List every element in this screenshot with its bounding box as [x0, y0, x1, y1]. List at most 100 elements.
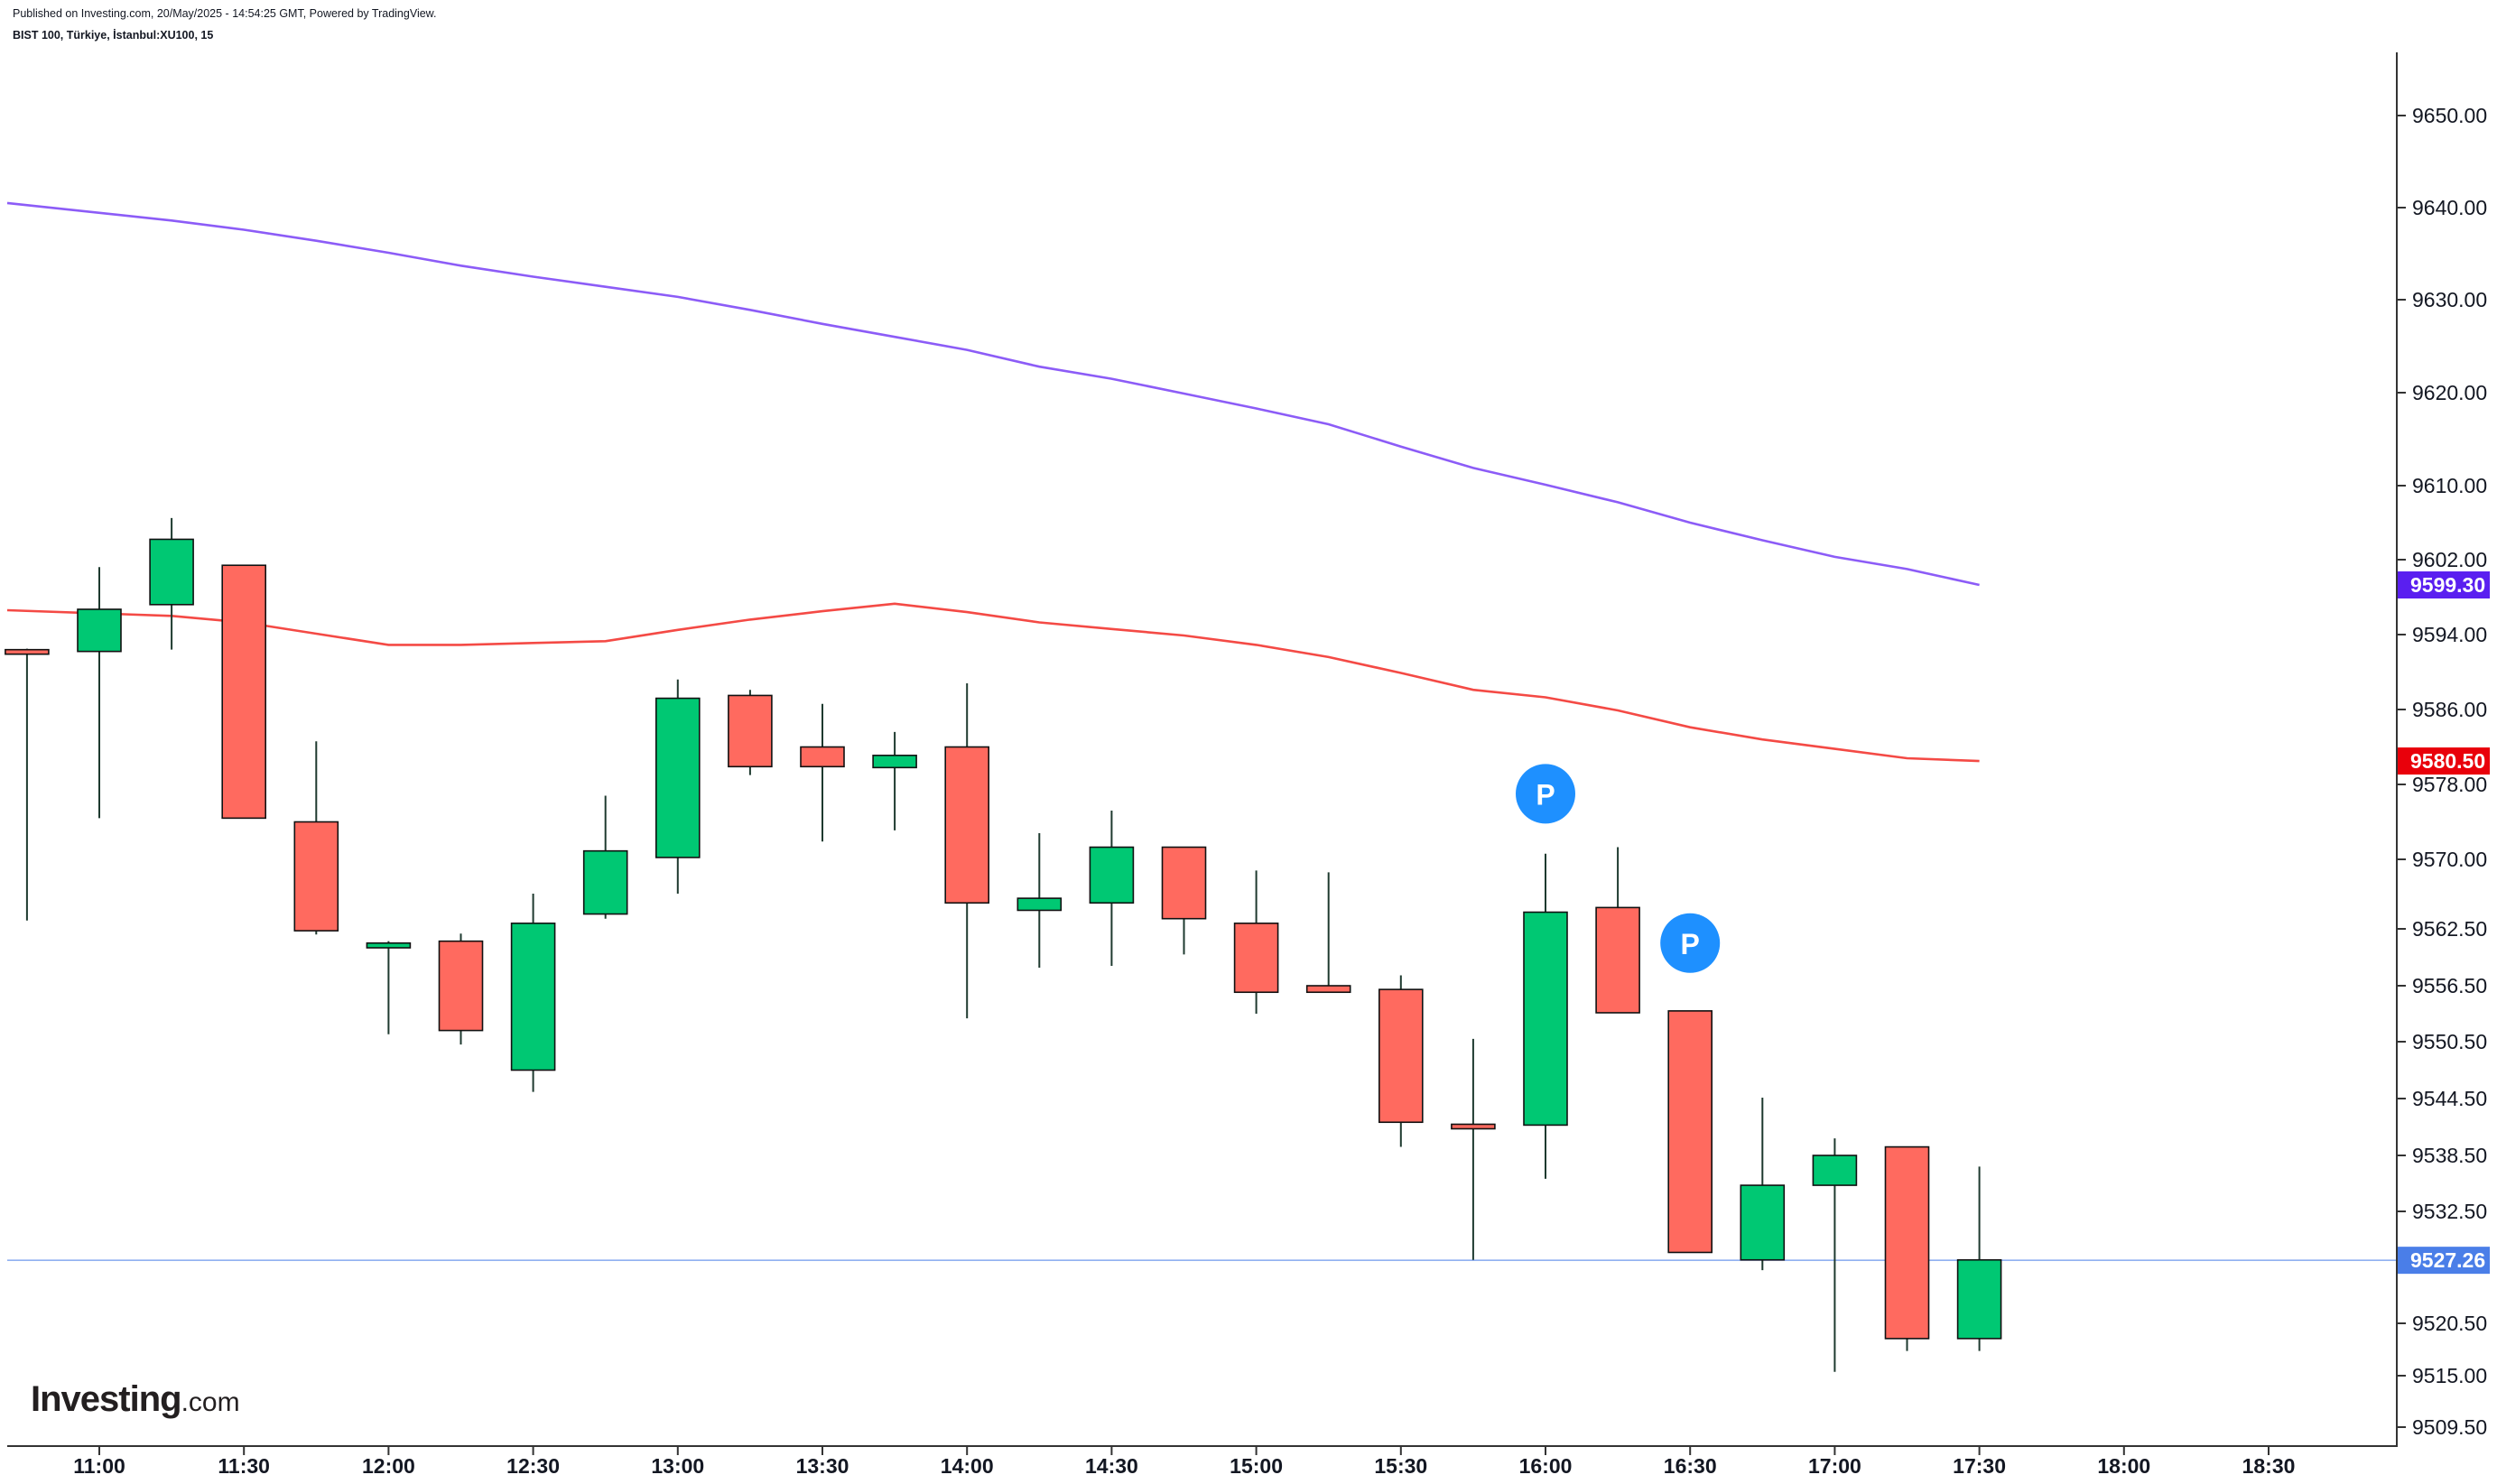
candle-body-down [728, 694, 773, 768]
marker-circle [1660, 913, 1721, 973]
x-tick-label: 15:00 [1230, 1454, 1283, 1478]
candle-body-down [1161, 846, 1207, 920]
candle-body-up [582, 849, 628, 915]
candle-body-up [1523, 911, 1568, 1127]
candle-body-down [1595, 906, 1640, 1014]
x-tick-label: 11:00 [73, 1454, 125, 1478]
candle-body-down [1233, 923, 1279, 994]
candle-body-up [654, 697, 701, 858]
y-tick-label: 9570.00 [2412, 848, 2487, 871]
price-label-text: 9580.50 [2410, 749, 2485, 773]
candle[interactable] [1451, 1038, 1496, 1260]
candle[interactable] [1884, 1145, 1930, 1351]
y-tick-label: 9532.50 [2412, 1200, 2487, 1223]
published-note: Published on Investing.com, 20/May/2025 … [13, 7, 437, 20]
candle[interactable] [5, 648, 50, 921]
candle[interactable] [1089, 811, 1135, 966]
candle-body-down [944, 746, 989, 904]
x-tick-label: 13:30 [796, 1454, 849, 1478]
price-label: 9599.30 [2398, 571, 2490, 599]
y-tick-label: 9515.00 [2412, 1364, 2487, 1387]
candle[interactable] [366, 941, 412, 1034]
y-tick-label: 9562.50 [2412, 917, 2487, 941]
marker-p[interactable]: P [1516, 764, 1575, 824]
candle[interactable] [77, 567, 122, 819]
x-tick-label: 17:00 [1808, 1454, 1861, 1478]
candle[interactable] [438, 933, 484, 1045]
candle-body-up [1812, 1155, 1858, 1186]
candle[interactable] [149, 517, 194, 650]
candle[interactable] [510, 893, 556, 1092]
candle[interactable] [1667, 1010, 1713, 1254]
candle[interactable] [654, 679, 701, 894]
candle-body-up [510, 923, 556, 1071]
price-label-box [2398, 571, 2490, 599]
candle[interactable] [1740, 1097, 1786, 1271]
y-tick-label: 9594.00 [2412, 623, 2487, 646]
candle[interactable] [1016, 832, 1063, 969]
candle-body-up [1740, 1184, 1786, 1261]
candle-body-down [1378, 988, 1424, 1124]
x-tick-label: 12:30 [506, 1454, 560, 1478]
price-label-box [2398, 747, 2490, 775]
x-tick-label: 14:30 [1085, 1454, 1138, 1478]
candle[interactable] [1305, 872, 1351, 994]
candle-body-up [1016, 897, 1063, 912]
candle[interactable] [221, 564, 266, 820]
y-tick-label: 9509.50 [2412, 1415, 2487, 1439]
candle-body-down [293, 821, 339, 932]
price-label-box [2398, 1247, 2490, 1275]
x-tick-label: 16:30 [1664, 1454, 1717, 1478]
marker-p[interactable]: P [1660, 913, 1721, 973]
candle[interactable] [1378, 975, 1424, 1147]
price-label: 9580.50 [2398, 747, 2490, 775]
chart-title: BIST 100, Türkiye, İstanbul:XU100, 15 [13, 29, 214, 42]
candle[interactable] [1956, 1166, 2002, 1351]
y-tick-label: 9640.00 [2412, 196, 2487, 219]
candle[interactable] [800, 703, 845, 842]
x-tick-label: 15:30 [1374, 1454, 1427, 1478]
candle[interactable] [1812, 1138, 1858, 1372]
candle-body-down [1667, 1010, 1713, 1254]
x-tick-label: 11:30 [218, 1454, 270, 1478]
candle-body-up [366, 941, 412, 949]
candle-body-down [1451, 1123, 1496, 1130]
y-tick-label: 9550.50 [2412, 1030, 2487, 1053]
moving-average-line-1 [6, 201, 1980, 587]
x-tick-label: 18:00 [2097, 1454, 2150, 1478]
candle-body-down [221, 564, 266, 820]
moving-average-line-2 [6, 602, 1980, 763]
y-tick-label: 9620.00 [2412, 381, 2487, 404]
candle[interactable] [1595, 847, 1640, 1014]
y-tick-label: 9544.50 [2412, 1087, 2487, 1110]
candle[interactable] [1161, 846, 1207, 955]
candle[interactable] [293, 741, 339, 935]
candle[interactable] [1523, 853, 1568, 1179]
y-tick-label: 9578.00 [2412, 773, 2487, 796]
candle[interactable] [872, 731, 917, 830]
x-tick-label: 13:00 [651, 1454, 704, 1478]
x-tick-label: 16:00 [1519, 1454, 1573, 1478]
price-label-text: 9527.26 [2410, 1248, 2485, 1272]
candle-body-up [149, 538, 194, 606]
x-tick-label: 17:30 [1953, 1454, 2006, 1478]
candle[interactable] [728, 690, 773, 775]
y-tick-label: 9630.00 [2412, 288, 2487, 311]
candle-body-up [77, 608, 122, 653]
y-tick-label: 9556.50 [2412, 974, 2487, 997]
investing-logo: Investing.com [31, 1379, 240, 1420]
candle[interactable] [944, 682, 989, 1019]
y-tick-label: 9650.00 [2412, 104, 2487, 127]
candle[interactable] [1233, 870, 1279, 1014]
x-tick-label: 14:00 [941, 1454, 994, 1478]
candle-body-up [1089, 846, 1135, 904]
candle[interactable] [582, 795, 628, 919]
marker-label: P [1536, 778, 1555, 811]
marker-circle [1516, 764, 1575, 824]
price-label: 9527.26 [2398, 1247, 2490, 1275]
y-tick-label: 9586.00 [2412, 698, 2487, 721]
y-tick-label: 9610.00 [2412, 474, 2487, 497]
logo-brand: Investing [31, 1379, 182, 1419]
candle-body-down [5, 648, 50, 655]
